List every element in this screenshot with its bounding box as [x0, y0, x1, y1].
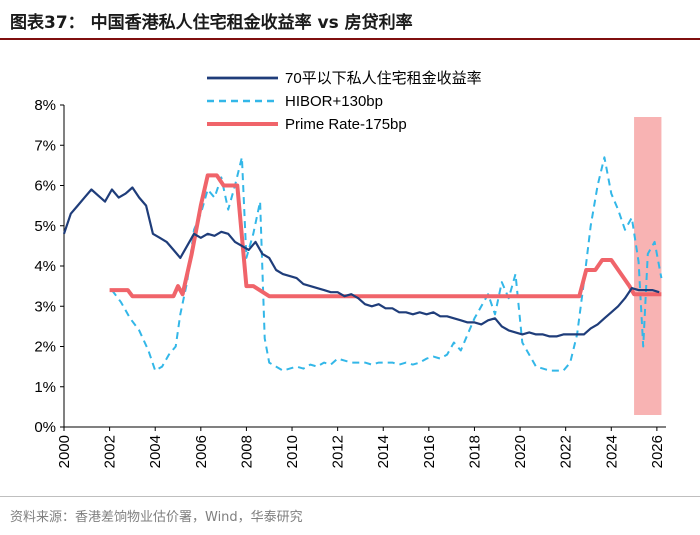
legend-label-0: 70平以下私人住宅租金收益率 [285, 70, 482, 87]
series-line-2 [109, 173, 662, 299]
title-divider [0, 38, 700, 40]
x-tick-label: 2012 [330, 435, 347, 468]
x-tick-label: 2024 [603, 435, 620, 468]
y-tick-label: 5% [34, 218, 56, 235]
x-tick-label: 2000 [56, 435, 73, 468]
x-tick-label: 2016 [421, 435, 438, 468]
x-tick-label: 2010 [284, 435, 301, 468]
x-tick-label: 2020 [512, 435, 529, 468]
x-tick-label: 2026 [649, 435, 666, 468]
chart-series [62, 156, 663, 372]
x-tick-label: 2014 [375, 435, 392, 468]
series-line-0 [62, 186, 660, 338]
y-tick-label: 8% [34, 97, 56, 114]
y-tick-label: 1% [34, 379, 56, 396]
source-note: 资料来源：香港差饷物业估价署，Wind，华泰研究 [10, 510, 303, 525]
x-tick-label: 2008 [238, 435, 255, 468]
y-tick-label: 7% [34, 137, 56, 154]
source-divider [0, 496, 700, 497]
y-tick-label: 6% [34, 178, 56, 195]
y-tick-label: 4% [34, 258, 56, 275]
y-tick-label: 2% [34, 339, 56, 356]
y-tick-label: 0% [34, 419, 56, 436]
x-tick-label: 2004 [147, 435, 164, 468]
x-tick-label: 2006 [193, 435, 210, 468]
legend-label-1: HIBOR+130bp [285, 93, 383, 110]
chart-axes: 0% 1% 2% 3% 4% 5% 6% 7% 8% 2000 2002 2004 2006 2008 20… [34, 97, 666, 468]
legend-label-2: Prime Rate-175bp [285, 116, 407, 133]
series-line-1 [111, 156, 663, 372]
x-tick-label: 2002 [102, 435, 119, 468]
x-tick-label: 2022 [558, 435, 575, 468]
chart-legend: 70平以下私人住宅租金收益率 HIBOR+130bp Prime Rate-175b… [207, 70, 482, 133]
y-tick-label: 3% [34, 298, 56, 315]
x-tick-label: 2018 [466, 435, 483, 468]
chart-title: 图表37： 中国香港私人住宅租金收益率 vs 房贷利率 [10, 13, 413, 33]
